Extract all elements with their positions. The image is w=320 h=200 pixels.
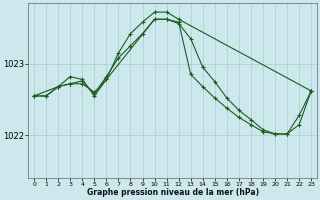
X-axis label: Graphe pression niveau de la mer (hPa): Graphe pression niveau de la mer (hPa) — [87, 188, 259, 197]
